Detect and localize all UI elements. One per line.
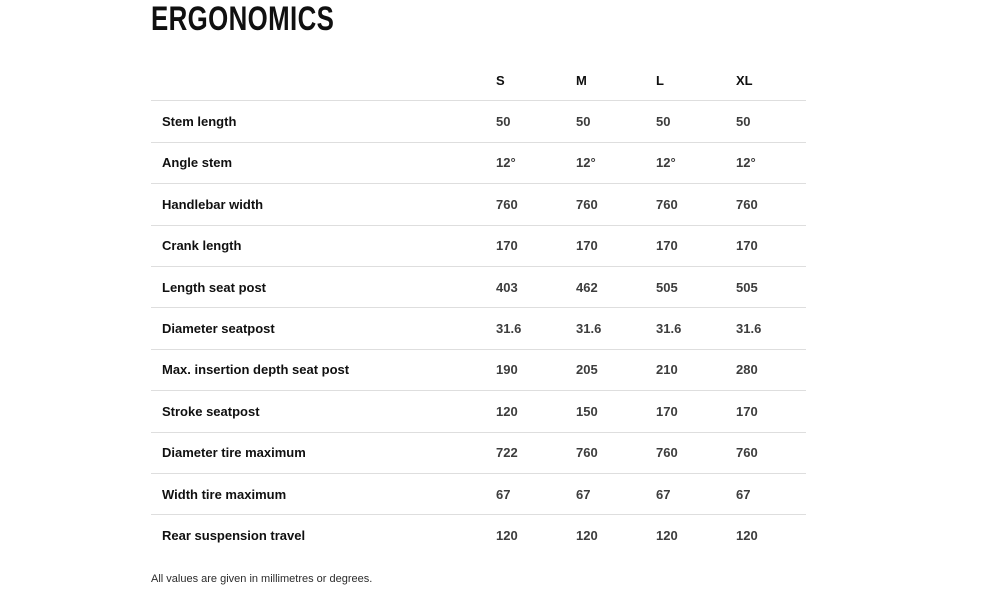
table-row: Width tire maximum 67 67 67 67 <box>151 474 806 516</box>
cell-value: 50 <box>496 114 511 130</box>
cell-value: 150 <box>576 403 598 419</box>
row-label: Handlebar width <box>162 196 264 212</box>
column-header-m: M <box>576 72 587 88</box>
cell-value: 120 <box>736 528 758 544</box>
row-label: Diameter seatpost <box>162 321 275 337</box>
cell-value: 50 <box>576 114 591 130</box>
cell-value: 31.6 <box>576 321 602 337</box>
row-label: Stroke seatpost <box>162 403 260 419</box>
cell-value: 760 <box>656 445 678 461</box>
cell-value: 170 <box>656 238 678 254</box>
cell-value: 210 <box>656 362 678 378</box>
page-title: ERGONOMICS <box>151 0 335 38</box>
cell-value: 120 <box>496 403 518 419</box>
table-row: Max. insertion depth seat post 190 205 2… <box>151 350 806 392</box>
table-row: Rear suspension travel 120 120 120 120 <box>151 515 806 556</box>
cell-value: 462 <box>576 279 598 295</box>
cell-value: 403 <box>496 279 518 295</box>
ergonomics-table: S M L XL Stem length 50 50 50 50 Angle s… <box>151 60 806 557</box>
cell-value: 505 <box>656 279 678 295</box>
table-row: Diameter tire maximum 722 760 760 760 <box>151 433 806 474</box>
table-row: Handlebar width 760 760 760 760 <box>151 184 806 226</box>
table-row: Stem length 50 50 50 50 <box>151 101 806 143</box>
cell-value: 12° <box>736 155 756 171</box>
cell-value: 170 <box>656 403 678 419</box>
table-row: Stroke seatpost 120 150 170 170 <box>151 391 806 433</box>
cell-value: 190 <box>496 362 518 378</box>
units-footnote: All values are given in millimetres or d… <box>151 572 373 585</box>
cell-value: 760 <box>496 196 518 212</box>
row-label: Rear suspension travel <box>162 528 306 544</box>
table-header-row: S M L XL <box>151 60 806 102</box>
cell-value: 760 <box>576 196 598 212</box>
cell-value: 12° <box>496 155 516 171</box>
cell-value: 120 <box>576 528 598 544</box>
cell-value: 280 <box>736 362 758 378</box>
cell-value: 205 <box>576 362 598 378</box>
cell-value: 50 <box>656 114 671 130</box>
column-header-s: S <box>496 72 505 88</box>
cell-value: 170 <box>496 238 518 254</box>
ergonomics-section: ERGONOMICS S M L XL Stem length 50 50 50… <box>151 0 806 585</box>
cell-value: 760 <box>656 196 678 212</box>
row-label: Angle stem <box>162 155 233 171</box>
column-header-l: L <box>656 72 664 88</box>
cell-value: 31.6 <box>656 321 682 337</box>
row-label: Stem length <box>162 114 237 130</box>
cell-value: 760 <box>736 196 758 212</box>
cell-value: 170 <box>736 238 758 254</box>
cell-value: 31.6 <box>736 321 762 337</box>
cell-value: 170 <box>576 238 598 254</box>
table-row: Angle stem 12° 12° 12° 12° <box>151 143 806 185</box>
table-row: Length seat post 403 462 505 505 <box>151 267 806 309</box>
row-label: Diameter tire maximum <box>162 445 306 461</box>
cell-value: 505 <box>736 279 758 295</box>
row-label: Length seat post <box>162 279 267 295</box>
cell-value: 760 <box>576 445 598 461</box>
cell-value: 67 <box>496 486 511 502</box>
column-header-xl: XL <box>736 72 753 88</box>
cell-value: 50 <box>736 114 751 130</box>
cell-value: 67 <box>656 486 671 502</box>
cell-value: 67 <box>736 486 751 502</box>
cell-value: 120 <box>656 528 678 544</box>
cell-value: 12° <box>576 155 596 171</box>
cell-value: 67 <box>576 486 591 502</box>
table-row: Diameter seatpost 31.6 31.6 31.6 31.6 <box>151 308 806 350</box>
row-label: Crank length <box>162 238 242 254</box>
cell-value: 722 <box>496 445 518 461</box>
cell-value: 31.6 <box>496 321 522 337</box>
row-label: Max. insertion depth seat post <box>162 362 350 378</box>
cell-value: 760 <box>736 445 758 461</box>
cell-value: 12° <box>656 155 676 171</box>
table-row: Crank length 170 170 170 170 <box>151 226 806 267</box>
cell-value: 120 <box>496 528 518 544</box>
row-label: Width tire maximum <box>162 486 287 502</box>
cell-value: 170 <box>736 403 758 419</box>
